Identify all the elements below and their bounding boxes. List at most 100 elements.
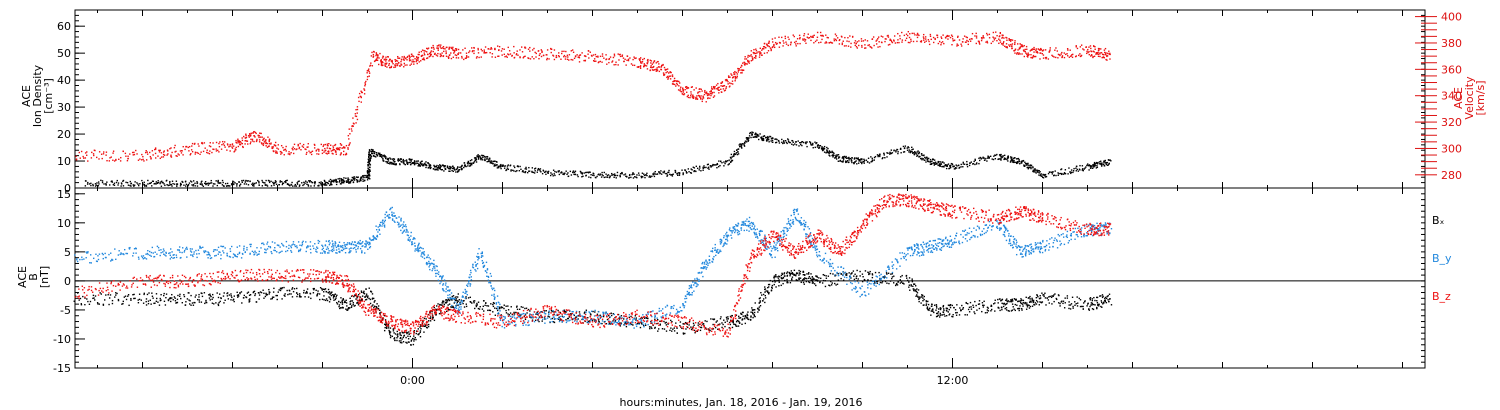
density-point [643,174,646,177]
bfield-0-point [213,303,215,305]
velocity-point [639,57,642,59]
velocity-point [478,56,480,59]
density-point [400,158,403,160]
density-point [1081,169,1084,171]
velocity-point [279,150,282,153]
velocity-point [484,52,486,54]
velocity-point [652,69,654,71]
density-point [787,138,789,140]
velocity-point [498,49,500,51]
velocity-point [731,80,734,82]
density-point [632,172,634,174]
velocity-point [347,148,349,150]
density-point [1012,161,1014,163]
velocity-point [568,59,570,61]
velocity-point [546,58,548,61]
velocity-point [326,143,329,145]
legend-by: B_y [1432,252,1452,265]
velocity-point [702,97,705,99]
velocity-point [366,78,369,81]
velocity-point [190,153,192,155]
velocity-point [280,151,283,153]
velocity-point [317,148,319,150]
velocity-tick-label: 300 [1441,142,1462,155]
density-point [908,146,910,149]
velocity-point [127,157,129,160]
velocity-point [261,136,263,138]
bfield-0-point [288,290,291,292]
velocity-point [923,39,925,41]
velocity-point [498,55,500,57]
bfield-0-point [383,329,386,332]
velocity-point [208,145,211,147]
density-point [1013,159,1015,162]
velocity-point [171,151,173,154]
density-point [367,167,369,169]
velocity-point [878,41,880,43]
bfield-0-point [169,297,171,299]
density-point [799,143,802,146]
velocity-point [490,47,492,49]
bfield-0-point [351,300,354,302]
density-point [349,180,352,183]
bfield-0-point [371,298,374,300]
bfield-0-point [170,300,172,303]
velocity-point [715,84,718,86]
density-point [370,156,372,159]
velocity-point [629,57,631,59]
velocity-point [949,36,952,39]
velocity-point [519,56,521,59]
density-point [374,155,376,158]
velocity-point [360,90,362,92]
velocity-point [836,37,839,39]
density-point [667,171,669,174]
velocity-point [686,95,689,98]
velocity-point [1072,53,1074,56]
velocity-point [793,41,796,44]
density-point [593,174,595,177]
bfield-0-point [142,302,145,304]
bfield-0-point [165,293,168,295]
density-point [1091,165,1093,168]
bfield-0-point [446,301,448,303]
density-point [692,166,695,168]
density-point [386,158,389,161]
density-point [611,174,613,177]
velocity-point [546,57,549,60]
density-point [703,166,706,169]
velocity-point [306,146,308,148]
density-point [836,154,838,157]
bfield-0-point [492,311,494,313]
velocity-point [1048,50,1051,52]
bfield-0-point [165,296,167,299]
bfield-0-point [276,298,278,301]
velocity-point [345,153,347,156]
velocity-point [1026,53,1028,55]
bfield-0-point [420,328,422,330]
velocity-point [250,141,252,143]
density-point [997,158,999,161]
density-point [129,180,131,183]
bfield-0-point [451,299,453,301]
bfield-0-point [169,297,172,300]
velocity-point [820,34,822,37]
bfield-0-point [115,294,117,296]
bfield-0-point [362,291,365,294]
density-point [314,183,316,185]
density-point [1101,165,1103,167]
bfield-0-point [312,292,315,294]
bfield-0-point [545,310,547,312]
velocity-point [417,56,420,59]
density-point [130,185,132,187]
density-point [471,163,473,165]
bfield-0-point [116,292,118,295]
bfield-0-point [511,313,514,316]
density-point [281,183,284,186]
density-point [725,160,727,162]
density-point [919,157,922,160]
bfield-0-point [315,289,317,292]
velocity-point [1106,59,1108,61]
density-point [659,172,661,174]
density-point [402,159,404,162]
velocity-point [889,39,891,41]
